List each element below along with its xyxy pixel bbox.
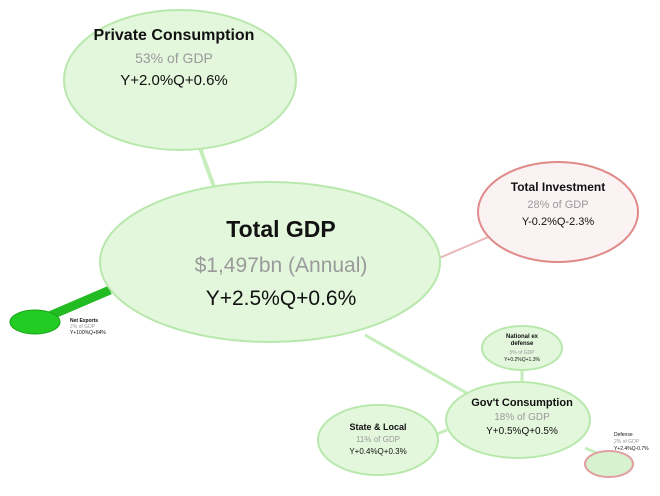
- node-growth: Y+2.5%Q+0.6%: [206, 287, 357, 310]
- node-share: 53% of GDP: [135, 50, 213, 66]
- node-share: 2% of GDP: [614, 439, 640, 445]
- bubble-total-investment: [477, 161, 639, 263]
- node-share: 28% of GDP: [527, 199, 588, 211]
- node-growth: Y-0.2%Q-2.3%: [522, 216, 595, 228]
- bubble-defense: [584, 450, 634, 478]
- node-growth: Y+2.0%Q+0.6%: [120, 72, 228, 89]
- node-share: 18% of GDP: [494, 412, 550, 423]
- node-title-line1: National ex: [506, 334, 539, 340]
- node-total-investment[interactable]: Total Investment 28% of GDP Y-0.2%Q-2.3%: [477, 161, 639, 263]
- node-share: 2% of GDP: [70, 324, 96, 330]
- node-title: Net Exports: [70, 318, 98, 324]
- node-share: $1,497bn (Annual): [195, 254, 368, 277]
- node-title: Defense: [614, 432, 633, 438]
- node-growth: Y+0.5%Q+0.5%: [486, 426, 558, 437]
- link-gdp-govt-consumption: [364, 333, 471, 397]
- node-net-exports[interactable]: Net Exports 2% of GDP Y+100%Q+84%: [9, 309, 106, 336]
- node-title: Gov't Consumption: [471, 397, 573, 409]
- bubble-private-consumption: [63, 9, 297, 151]
- node-title: State & Local: [349, 422, 406, 432]
- node-private-consumption[interactable]: Private Consumption 53% of GDP Y+2.0%Q+0…: [63, 9, 297, 151]
- node-growth: Y+2.4%Q-0.7%: [614, 446, 649, 452]
- bubble-net-exports: [9, 309, 61, 335]
- node-total-gdp[interactable]: Total GDP $1,497bn (Annual) Y+2.5%Q+0.6%: [99, 181, 441, 343]
- node-defense[interactable]: Defense 2% of GDP Y+2.4%Q-0.7%: [584, 432, 649, 478]
- node-title: Private Consumption: [94, 27, 255, 44]
- node-govt-consumption[interactable]: Gov't Consumption 18% of GDP Y+0.5%Q+0.5…: [445, 381, 591, 459]
- node-state-local[interactable]: State & Local 11% of GDP Y+0.4%Q+0.3%: [317, 404, 439, 476]
- bubble-total-gdp: [99, 181, 441, 343]
- bubble-state-local: [317, 404, 439, 476]
- node-national-ex-defense[interactable]: National ex defense 5% of GDP Y+0.2%Q+1.…: [481, 325, 563, 371]
- node-share: 11% of GDP: [356, 435, 400, 444]
- bubble-national-ex-defense: [481, 325, 563, 371]
- bubble-govt-consumption: [445, 381, 591, 459]
- node-title-line2: defense: [511, 341, 534, 347]
- node-growth: Y+0.4%Q+0.3%: [349, 447, 406, 456]
- node-share: 5% of GDP: [509, 350, 535, 356]
- node-title: Total Investment: [511, 180, 605, 194]
- node-title: Total GDP: [226, 216, 335, 242]
- node-growth: Y+100%Q+84%: [70, 330, 106, 336]
- node-growth: Y+0.2%Q+1.3%: [504, 357, 540, 363]
